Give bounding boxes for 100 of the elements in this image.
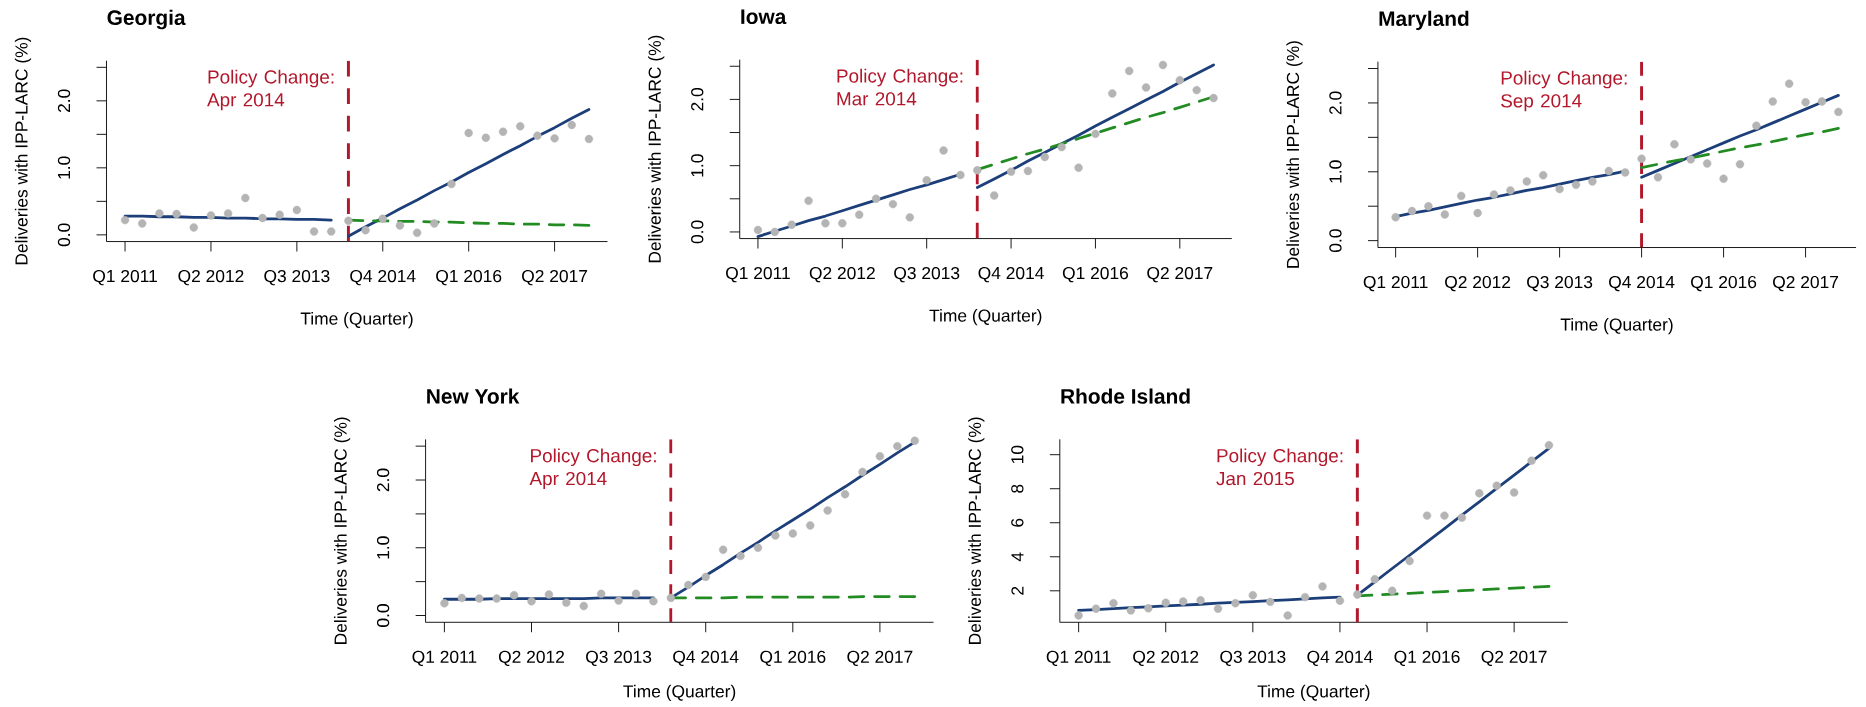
point (1300, 593, 1310, 602)
y-tick-label: 0.0 (691, 220, 704, 244)
y-tick-label: 4 (1011, 552, 1024, 562)
point (1440, 511, 1449, 520)
point (701, 572, 710, 582)
chart-title: New York (427, 388, 520, 404)
x-tick-label: Q3 2013 (586, 650, 652, 667)
point (631, 589, 641, 599)
point (206, 211, 216, 220)
point (1231, 599, 1240, 608)
y-tick-label: 2.0 (57, 89, 71, 113)
x-axis-title: Time (Quarter) (1560, 318, 1673, 335)
point (1473, 209, 1482, 218)
x-tick-label: Q4 2014 (1307, 650, 1373, 667)
point (1040, 152, 1049, 162)
point (550, 134, 559, 143)
point (821, 219, 830, 228)
line-series (347, 108, 591, 238)
point (1006, 167, 1016, 176)
y-tick-label: 2.0 (691, 88, 704, 111)
point (1283, 611, 1292, 620)
point (1544, 441, 1554, 450)
chart-title: Georgia (107, 9, 186, 30)
point (292, 205, 302, 215)
point (1192, 86, 1201, 95)
point (1370, 575, 1379, 584)
y-axis-title: Deliveries with IPP-LARC (%) (333, 417, 351, 645)
point (973, 166, 982, 175)
point (1785, 79, 1794, 88)
point (1388, 586, 1397, 596)
point (922, 176, 931, 185)
x-axis-title: Time (Quarter) (300, 312, 413, 329)
x-axis-title: Time (Quarter) (623, 684, 736, 702)
point (1457, 191, 1466, 201)
y-tick-label: 1.0 (691, 154, 704, 177)
point (1571, 180, 1581, 190)
point (1621, 168, 1630, 177)
y-tick-label: 2.0 (376, 468, 390, 492)
x-tick-label: Q1 2016 (760, 650, 826, 667)
point (666, 593, 676, 603)
x-tick-label: Q4 2014 (673, 650, 739, 667)
point (1074, 611, 1083, 620)
point (1023, 166, 1033, 176)
point (1178, 597, 1188, 606)
point (1834, 107, 1843, 117)
point (840, 490, 850, 499)
point (464, 128, 473, 138)
x-tick-label: Q2 2012 (1133, 650, 1199, 667)
y-tick-label: 1.0 (1329, 160, 1342, 183)
x-tick-label: Q2 2012 (1445, 275, 1511, 292)
x-tick-label: Q1 2011 (412, 650, 477, 667)
point (1335, 596, 1345, 605)
point (498, 127, 508, 136)
point (888, 200, 898, 209)
y-tick-label: 2 (1011, 586, 1024, 595)
point (361, 226, 370, 235)
chart-title: Rhode Island (1061, 388, 1190, 404)
point (516, 122, 525, 131)
point (1492, 481, 1501, 490)
point (649, 597, 658, 606)
point (1457, 513, 1467, 522)
point (771, 531, 780, 540)
point (1539, 171, 1548, 180)
y-tick-label: 1.0 (57, 156, 71, 179)
point (1719, 174, 1728, 183)
point (189, 223, 198, 232)
point (138, 219, 147, 228)
y-tick-label: 0.0 (1329, 229, 1342, 253)
x-tick-label: Q4 2014 (978, 267, 1044, 283)
point (527, 597, 536, 606)
point (1527, 456, 1536, 465)
point (1422, 511, 1432, 520)
x-tick-label: Q1 2016 (1062, 267, 1129, 283)
point (855, 210, 864, 219)
point (492, 594, 501, 603)
point (1266, 597, 1275, 607)
point (344, 216, 353, 226)
point (893, 442, 902, 451)
point (1817, 97, 1827, 106)
point (1175, 76, 1184, 85)
point (1125, 66, 1134, 76)
y-tick-label: 10 (1011, 445, 1024, 464)
x-tick-label: Q1 2011 (93, 270, 157, 286)
y-tick-label: 8 (1011, 484, 1024, 493)
point (1057, 143, 1066, 152)
point (481, 133, 491, 142)
point (378, 214, 387, 224)
point (1074, 163, 1083, 172)
annotation: Policy Change: Mar 2014 (837, 68, 963, 106)
point (440, 599, 449, 608)
x-tick-label: Q1 2016 (1394, 650, 1460, 667)
point (1091, 604, 1101, 613)
point (1141, 83, 1151, 92)
point (533, 131, 542, 140)
y-axis-title: Deliveries with IPP-LARC (%) (968, 417, 985, 645)
x-tick-label: Q2 2017 (1481, 650, 1547, 667)
x-tick-label: Q2 2012 (498, 650, 564, 667)
point (753, 225, 763, 235)
point (1109, 599, 1118, 608)
point (579, 601, 588, 611)
